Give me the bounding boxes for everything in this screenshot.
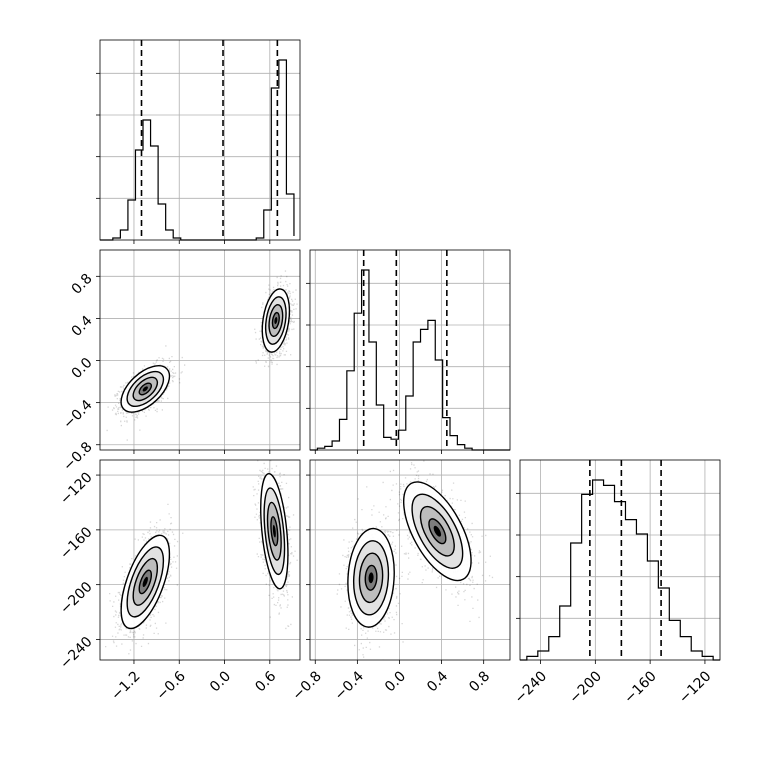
cluster-1 <box>254 270 298 368</box>
contour-peak <box>274 317 278 325</box>
x-tick-label-1-3: 0.4 <box>424 668 451 695</box>
y-tick-label-2-2: −160 <box>57 524 96 563</box>
contour-peak <box>433 525 442 537</box>
x-tick-label-0-1: −0.6 <box>154 668 189 703</box>
x-tick-label-2-2: −160 <box>621 668 660 707</box>
x-tick-label-0-0: −1.2 <box>108 668 143 703</box>
contour-peak <box>368 572 374 584</box>
panel-2-0 <box>96 459 301 664</box>
scatter-area <box>106 270 298 441</box>
panel-2-1 <box>306 459 511 664</box>
cluster-1 <box>382 460 494 622</box>
y-tick-label-2-0: −240 <box>57 634 96 673</box>
scatter-area <box>101 460 298 660</box>
panel-border <box>519 459 721 661</box>
panel-border <box>99 459 301 661</box>
panel-1-1 <box>306 249 511 454</box>
panel-background <box>520 460 720 660</box>
x-tick-label-1-4: 0.8 <box>466 668 493 695</box>
cluster-0 <box>101 503 184 660</box>
y-tick-label-1-1: −0.4 <box>60 397 95 432</box>
contour-peak <box>142 386 148 392</box>
panel-border <box>99 249 301 451</box>
y-tick-label-2-1: −200 <box>57 579 96 618</box>
cluster-1 <box>252 460 298 630</box>
x-tick-label-2-1: −200 <box>566 668 605 707</box>
panel-border <box>309 459 511 661</box>
panel-border <box>99 39 301 241</box>
contour-peak <box>272 524 276 538</box>
scatter-area <box>336 460 494 660</box>
x-tick-label-1-2: 0.0 <box>382 668 409 695</box>
panel-border <box>309 249 511 451</box>
x-tick-label-0-3: 0.6 <box>252 668 279 695</box>
y-tick-label-1-4: 0.8 <box>69 271 96 298</box>
cluster-0 <box>106 345 186 441</box>
y-tick-label-1-2: 0.0 <box>69 355 96 382</box>
x-tick-label-1-1: −0.4 <box>332 668 367 703</box>
x-tick-label-2-0: −240 <box>512 668 551 707</box>
x-tick-label-0-2: 0.0 <box>207 668 234 695</box>
cluster-0 <box>336 486 411 660</box>
y-tick-label-1-0: −0.8 <box>60 439 95 474</box>
x-tick-label-1-0: −0.8 <box>290 668 325 703</box>
histogram-step-2 <box>520 479 720 661</box>
panel-2-2 <box>516 459 721 664</box>
x-tick-label-2-3: −120 <box>676 668 715 707</box>
y-tick-label-1-3: 0.4 <box>69 313 96 340</box>
histogram-step-1 <box>310 269 510 451</box>
y-tick-label-2-3: −120 <box>57 469 96 508</box>
contour-peak <box>142 576 148 588</box>
panel-0-0 <box>96 39 301 244</box>
panel-1-0 <box>96 249 301 454</box>
